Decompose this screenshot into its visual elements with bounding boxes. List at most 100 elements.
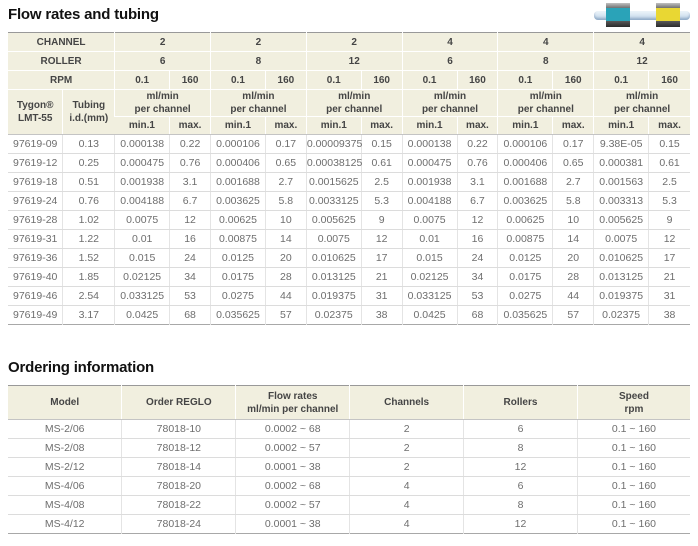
roller-value: 8 <box>497 51 594 71</box>
rollers-cell: 8 <box>463 438 578 458</box>
min-header: min.1 <box>401 116 457 135</box>
speed-cell: 0.1 ~ 160 <box>576 476 690 496</box>
flow-value-cell: 12 <box>169 210 211 230</box>
flow-value-cell: 3.1 <box>169 172 211 192</box>
tubing-model-cell: 97619-18 <box>8 172 63 192</box>
flow-value-cell: 0.001938 <box>401 172 457 192</box>
flow-value-cell: 5.8 <box>264 191 307 211</box>
flow-value-cell: 0.035625 <box>497 305 553 325</box>
tubing-id-cell: 0.51 <box>62 172 115 192</box>
flow-value-cell: 16 <box>456 229 498 249</box>
tubing-model-cell: 97619-09 <box>8 134 63 154</box>
min-header: min.1 <box>114 116 170 135</box>
flow-value-cell: 20 <box>552 248 594 268</box>
flow-value-cell: 0.0275 <box>497 286 553 306</box>
rollers-cell: 6 <box>463 419 578 439</box>
flow-value-cell: 53 <box>456 286 498 306</box>
model-cell: MS-2/08 <box>8 438 122 458</box>
max-header: max. <box>456 116 498 135</box>
flow-value-cell: 3.1 <box>456 172 498 192</box>
flow-value-cell: 0.001938 <box>114 172 170 192</box>
flow-value-cell: 0.65 <box>552 153 594 173</box>
speed-cell: 0.1 ~ 160 <box>576 514 690 534</box>
min-header: min.1 <box>210 116 266 135</box>
flow-value-cell: 0.0075 <box>114 210 170 230</box>
flow-rates-header: Flow rates ml/min per channel <box>235 385 350 420</box>
flow-value-cell: 0.0175 <box>497 267 553 287</box>
tube-stop-cap <box>656 3 680 8</box>
flow-value-cell: 0.001688 <box>210 172 266 192</box>
flow-value-cell: 6.7 <box>456 191 498 211</box>
flow-value-cell: 0.76 <box>169 153 211 173</box>
order-reglo-cell: 78018-20 <box>121 476 236 496</box>
flow-value-cell: 0.02125 <box>114 267 170 287</box>
flow-value-cell: 0.015 <box>401 248 457 268</box>
flow-value-cell: 0.0125 <box>210 248 266 268</box>
channel-value: 4 <box>401 32 498 52</box>
channel-value: 2 <box>305 32 403 52</box>
unit-header: ml/min per channel <box>210 89 307 117</box>
flow-value-cell: 5.3 <box>360 191 403 211</box>
tubing-id-cell: 1.22 <box>62 229 115 249</box>
channel-value: 2 <box>210 32 307 52</box>
channels-cell: 4 <box>349 495 464 515</box>
flow-value-cell: 0.0075 <box>305 229 362 249</box>
flow-value-cell: 0.000138 <box>401 134 457 154</box>
tube-body <box>594 11 690 20</box>
flow-value-cell: 0.00875 <box>210 229 266 249</box>
flow-value-cell: 0.00009375 <box>305 134 362 154</box>
flow-value-cell: 68 <box>169 305 211 325</box>
tubing-id-cell: 3.17 <box>62 305 115 325</box>
channel-value: 4 <box>593 32 690 52</box>
flow-value-cell: 0.001563 <box>593 172 649 192</box>
flow-table-row: 97619-24 0.76 0.004188 6.7 0.003625 5.8 0.0033… <box>8 191 690 211</box>
flow-value-cell: 0.033125 <box>114 286 170 306</box>
channels-cell: 4 <box>349 514 464 534</box>
tube-stop-cap <box>656 21 680 27</box>
rollers-cell: 12 <box>463 514 578 534</box>
flow-value-cell: 0.0275 <box>210 286 266 306</box>
flow-value-cell: 0.01 <box>114 229 170 249</box>
flow-value-cell: 0.033125 <box>401 286 457 306</box>
flow-value-cell: 0.00875 <box>497 229 553 249</box>
speed-cell: 0.1 ~ 160 <box>576 419 690 439</box>
tube-stop-right <box>656 3 680 27</box>
channel-value: 2 <box>114 32 211 52</box>
channel-label: CHANNEL <box>8 32 115 52</box>
flow-value-cell: 2.7 <box>264 172 307 192</box>
flow-value-cell: 38 <box>648 305 690 325</box>
flow-value-cell: 0.013125 <box>593 267 649 287</box>
speed-header: Speed rpm <box>576 385 690 420</box>
tubing-id-cell: 0.13 <box>62 134 115 154</box>
flow-value-cell: 0.0425 <box>114 305 170 325</box>
rpm-row: RPM 0.1 160 0.1 160 0.1 160 0.1 160 0.1 … <box>8 70 690 90</box>
tubing-model-cell: 97619-12 <box>8 153 63 173</box>
tubing-id-cell: 0.76 <box>62 191 115 211</box>
flow-value-cell: 0.000475 <box>401 153 457 173</box>
flow-value-cell: 0.010625 <box>305 248 362 268</box>
roller-value: 12 <box>593 51 690 71</box>
min-header: min.1 <box>497 116 553 135</box>
flow-value-cell: 0.019375 <box>593 286 649 306</box>
minmax-row: min.1 max. min.1 max. min.1 max. min.1 m… <box>8 116 690 135</box>
flow-table-row: 97619-28 1.02 0.0075 12 0.00625 10 0.005625 9 0.… <box>8 210 690 230</box>
flow-table-row: 97619-36 1.52 0.015 24 0.0125 20 0.010625 17 0.0… <box>8 248 690 268</box>
model-cell: MS-2/06 <box>8 419 122 439</box>
flow-value-cell: 5.8 <box>552 191 594 211</box>
flow-value-cell: 2.5 <box>360 172 403 192</box>
rpm-value: 0.1 <box>114 70 170 90</box>
order-reglo-cell: 78018-12 <box>121 438 236 458</box>
flow-value-cell: 0.22 <box>169 134 211 154</box>
model-cell: MS-4/06 <box>8 476 122 496</box>
flow-value-cell: 0.005625 <box>305 210 362 230</box>
flow-table-row: 97619-49 3.17 0.0425 68 0.035625 57 0.02375 38 0… <box>8 305 690 325</box>
flow-value-cell: 0.003313 <box>593 191 649 211</box>
flow-value-cell: 6.7 <box>169 191 211 211</box>
flow-value-cell: 0.15 <box>360 134 403 154</box>
flow-value-cell: 0.15 <box>648 134 690 154</box>
flow-value-cell: 0.17 <box>264 134 307 154</box>
flow-value-cell: 31 <box>360 286 403 306</box>
flow-value-cell: 21 <box>360 267 403 287</box>
flow-value-cell: 57 <box>264 305 307 325</box>
tubing-model-cell: 97619-36 <box>8 248 63 268</box>
